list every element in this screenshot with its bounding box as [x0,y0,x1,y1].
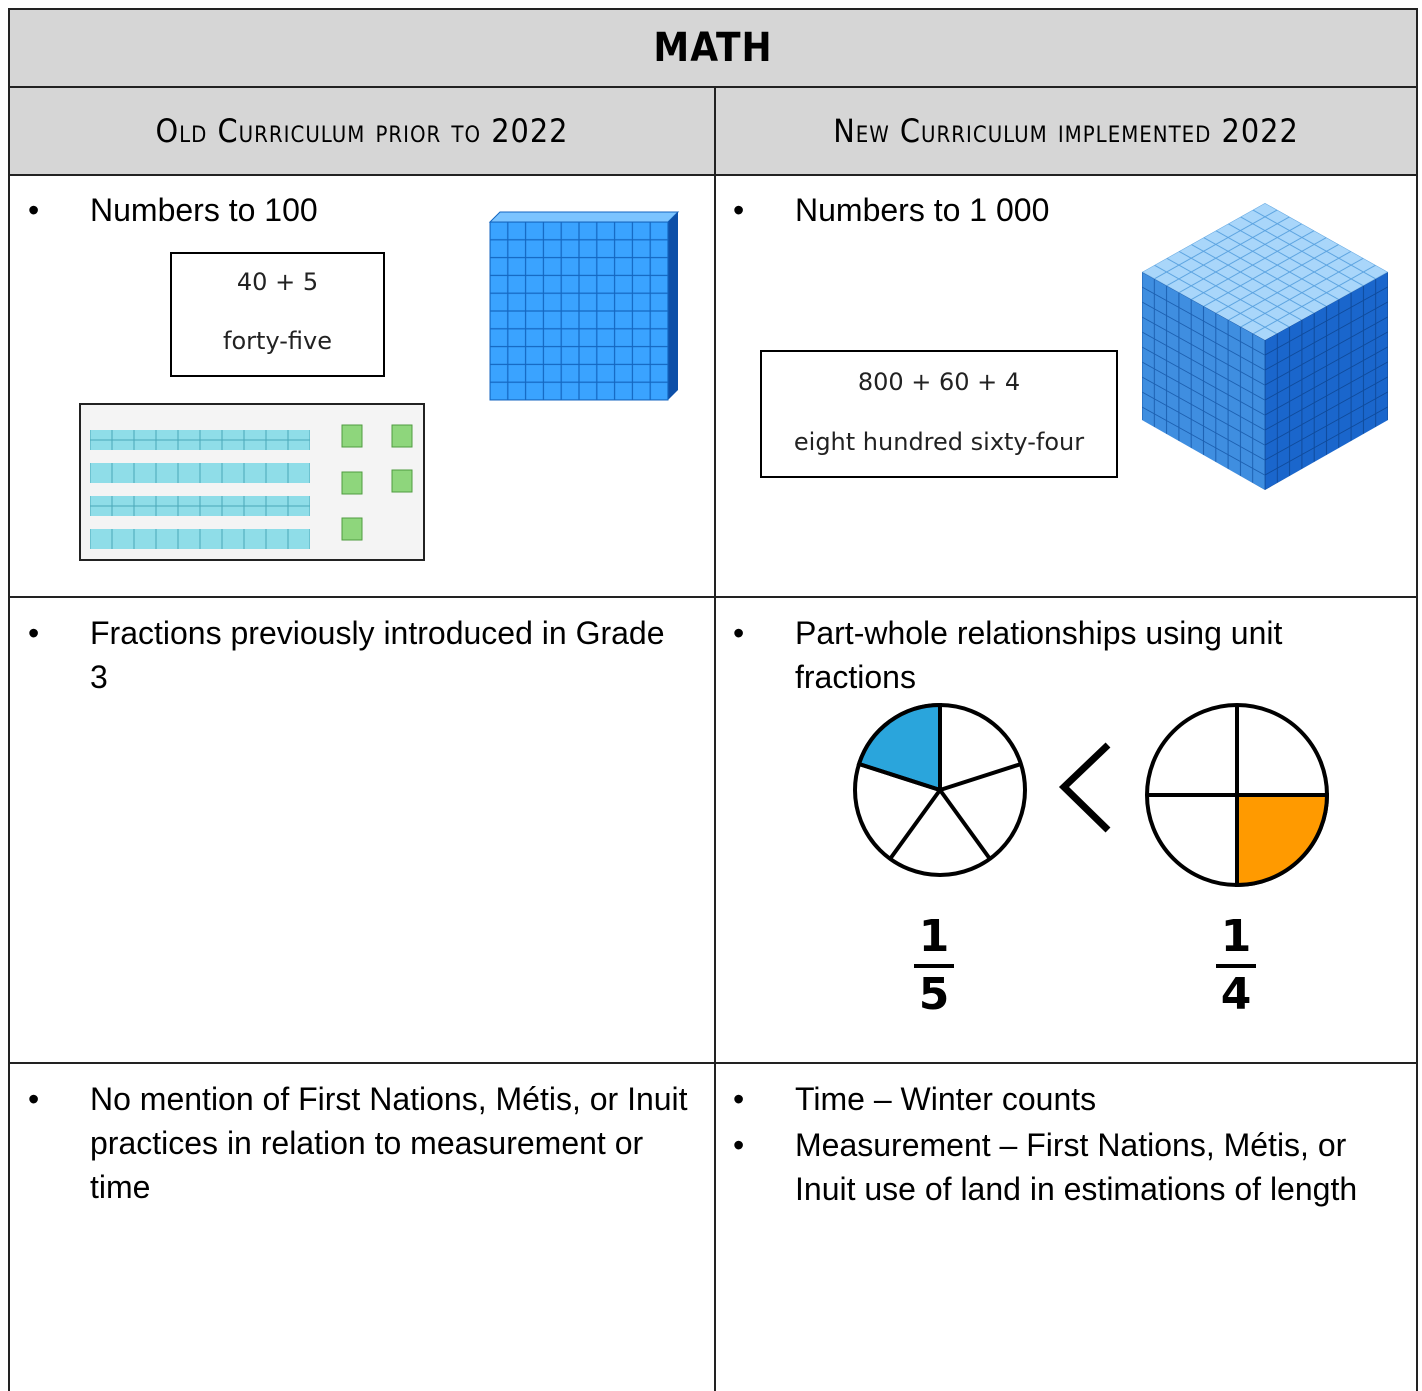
bullet-text: No mention of First Nations, Métis, or I… [90,1081,688,1205]
box-text: eight hundred sixty-four [793,428,1085,456]
bullet: • Fractions previously introduced in Grad… [28,615,665,695]
header-cell: New Curriculum implemented 2022 [714,86,1418,176]
bullet: • Part-whole relationships using unit fra… [733,615,1283,695]
hundred-flat [488,211,680,401]
number-box: 40 + 5 forty-five [170,252,385,377]
bullet-text: Part-whole relationships using unit frac… [795,615,1283,695]
bullet-text: Fractions previously introduced in Grade… [90,615,665,695]
title: MATH [653,25,773,71]
cell [714,1062,1418,1391]
box-text: 800 + 60 + 4 [857,368,1021,396]
bullet: • No mention of First Nations, Métis, or … [28,1081,688,1205]
bullet: • Numbers to 1 000 [733,192,1050,228]
bullet-text: Measurement – First Nations, Métis, or I… [795,1127,1358,1207]
box-text: 40 + 5 [236,268,319,296]
bullet-text: Numbers to 100 [90,192,318,228]
thousand-cube [1142,203,1388,490]
title-cell: MATH [8,8,1418,88]
column-header: Old Curriculum prior to 2022 [155,112,569,150]
box-text: forty-five [223,327,332,355]
base-ten-blocks [79,403,425,561]
bullet: • Measurement – First Nations, Métis, or … [733,1127,1358,1207]
bullet: • Numbers to 100 [28,192,318,228]
numerator: 1 [1220,911,1252,962]
numerator: 1 [918,911,950,962]
denominator: 4 [1220,969,1252,1020]
fraction-pies [853,702,1330,888]
bullet-text: Numbers to 1 000 [795,192,1050,228]
denominator: 5 [918,969,950,1020]
number-box: 800 + 60 + 4 eight hundred sixty-four [760,350,1118,478]
bullet: • Time – Winter counts [733,1081,1097,1117]
bullet-text: Time – Winter counts [795,1081,1097,1117]
column-header: New Curriculum implemented 2022 [833,112,1299,150]
